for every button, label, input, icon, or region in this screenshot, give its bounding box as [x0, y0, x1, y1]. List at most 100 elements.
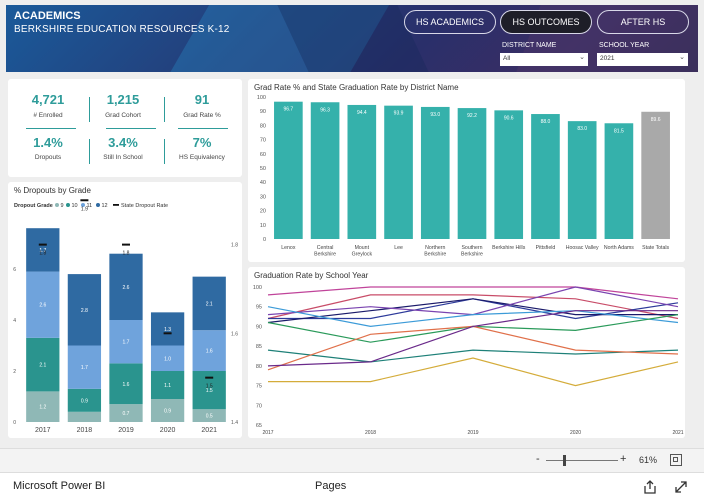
- expand-icon[interactable]: [673, 479, 689, 495]
- after-hs-button[interactable]: AFTER HS: [597, 10, 689, 34]
- legend-entry: State Dropout Rate: [121, 203, 168, 209]
- y-tick-label: 20: [260, 209, 266, 215]
- x-tick-label: Northern Berkshire: [424, 245, 446, 258]
- y-tick-label: 0: [263, 237, 266, 243]
- dropouts-chart-card[interactable]: % Dropouts by Grade Dropout Grade 9 10 11 12…: [8, 182, 242, 438]
- y-tick-label: 80: [260, 123, 266, 129]
- data-label: 1.1: [164, 383, 171, 389]
- data-label: 96.7: [283, 107, 293, 113]
- gradrate-by-year-card[interactable]: Graduation Rate by School Year 65 70 75 80 8…: [248, 267, 685, 438]
- state-rate-label: 1.8: [39, 251, 46, 257]
- x-tick-label-line: Berkshire Hills: [492, 245, 526, 251]
- y-tick-label: 40: [260, 180, 266, 186]
- x-tick-label: 2020: [160, 427, 176, 434]
- divider: [178, 128, 228, 129]
- y-tick-label: 70: [260, 138, 266, 144]
- dropout-segment-grade-9: [192, 409, 226, 422]
- kpi-hs-equivalency-value: 7%: [192, 135, 212, 150]
- bar-state-totals: [641, 111, 670, 239]
- zoom-in-button[interactable]: +: [620, 453, 627, 465]
- y-tick-label: 85: [256, 344, 262, 350]
- zoom-out-button[interactable]: -: [536, 453, 540, 465]
- y-tick-label: 100: [253, 285, 262, 291]
- data-label: 1.5: [206, 388, 213, 394]
- y-tick-label: 50: [260, 166, 266, 172]
- kpi-still-in-school-label: Still In School: [103, 154, 143, 161]
- status-bar: - + 61%: [0, 448, 704, 472]
- x-tick-label: 2020: [570, 430, 581, 436]
- dropout-segment-grade-12: [67, 274, 102, 346]
- district-filter-select[interactable]: All ⌄: [500, 53, 588, 66]
- report-subtitle: BERKSHIRE EDUCATION RESOURCES K-12: [14, 24, 230, 35]
- legend-entry: 10: [72, 203, 78, 209]
- x-tick-label: Central Berkshire: [314, 245, 336, 258]
- data-label: 1.7: [81, 365, 88, 371]
- y2-tick-label: 1.4: [231, 420, 238, 426]
- chevron-down-icon: ⌄: [679, 54, 685, 61]
- x-tick-label: Hoosac Valley: [566, 245, 599, 251]
- data-label: 0.7: [123, 411, 130, 417]
- y-tick-label: 70: [256, 403, 262, 409]
- year-filter-select[interactable]: 2021 ⌄: [597, 53, 688, 66]
- x-tick-label: 2017: [35, 427, 51, 434]
- y-tick-label: 2: [13, 369, 16, 375]
- kpi-enrolled-label: # Enrolled: [33, 112, 63, 119]
- share-icon[interactable]: [642, 479, 658, 495]
- x-tick-label: Mount Greylock: [352, 245, 373, 258]
- y2-tick-label: 1.8: [231, 243, 238, 249]
- data-label: 96.3: [320, 107, 330, 113]
- x-tick-label-line: Pittsfield: [536, 245, 556, 251]
- x-tick-label-line: North Adams: [604, 245, 634, 251]
- dropout-segment-grade-9: [150, 399, 185, 422]
- dropout-segment-grade-12: [26, 228, 60, 272]
- kpi-cohort-label: Grad Cohort: [105, 112, 141, 119]
- divider: [164, 97, 165, 122]
- bar-pittsfield: [531, 114, 560, 239]
- bar-mount-greylock: [347, 104, 377, 239]
- chevron-down-icon: ⌄: [579, 54, 585, 61]
- data-label: 81.5: [614, 128, 624, 134]
- series-line-8: [267, 349, 679, 363]
- zoom-slider-handle[interactable]: [563, 455, 566, 466]
- district-filter-label: DISTRICT NAME: [502, 42, 557, 49]
- data-label: 2.8: [81, 308, 88, 314]
- state-rate-label: 1.9: [81, 206, 88, 212]
- x-tick-label: 2018: [77, 427, 93, 434]
- x-tick-label: State Totals: [642, 245, 669, 251]
- series-line-11: [268, 357, 679, 387]
- series-line-1: [267, 286, 679, 300]
- x-tick-label-line: Berkshire: [461, 252, 483, 258]
- y-tick-label: 30: [260, 194, 266, 200]
- zoom-slider-track[interactable]: [546, 460, 618, 461]
- divider: [89, 139, 90, 164]
- powerbi-brand: Microsoft Power BI: [13, 480, 106, 492]
- divider: [26, 128, 76, 129]
- data-label: 0.9: [164, 409, 171, 415]
- dropout-segment-grade-10: [150, 371, 185, 400]
- hs-outcomes-button[interactable]: HS OUTCOMES: [500, 10, 592, 34]
- x-tick-label-line: Southern: [461, 245, 482, 251]
- fit-to-page-icon[interactable]: [670, 454, 682, 466]
- hs-academics-button[interactable]: HS ACADEMICS: [404, 10, 496, 34]
- bar-hoosac-valley: [567, 121, 597, 239]
- dropout-segment-grade-12: [192, 276, 226, 331]
- data-label: 0.5: [206, 414, 213, 420]
- kpi-enrolled-value: 4,721: [31, 92, 65, 107]
- x-tick-label: 2017: [262, 430, 273, 436]
- dropouts-chart: Dropout Grade 9 10 11 12 State Dropout Rate 0 2…: [13, 199, 238, 434]
- pages-button[interactable]: Pages: [315, 480, 347, 492]
- x-tick-label: 2019: [118, 427, 134, 434]
- x-tick-label: 2019: [467, 430, 478, 436]
- district-gradrate-card[interactable]: Grad Rate % and State Graduation Rate by…: [248, 79, 685, 262]
- bar-lee: [384, 105, 413, 239]
- legend-entry: 11: [87, 203, 93, 209]
- year-filter-value: 2021: [600, 55, 615, 62]
- data-label: 93.0: [430, 112, 440, 118]
- y-tick-label: 90: [256, 324, 262, 330]
- district-filter-value: All: [503, 55, 511, 62]
- bar-northern-berkshire: [420, 106, 450, 239]
- y-tick-label: 75: [256, 384, 262, 390]
- x-tick-label-line: Berkshire: [314, 252, 336, 258]
- dropout-segment-grade-9: [67, 411, 102, 422]
- legend-entry: 12: [102, 203, 108, 209]
